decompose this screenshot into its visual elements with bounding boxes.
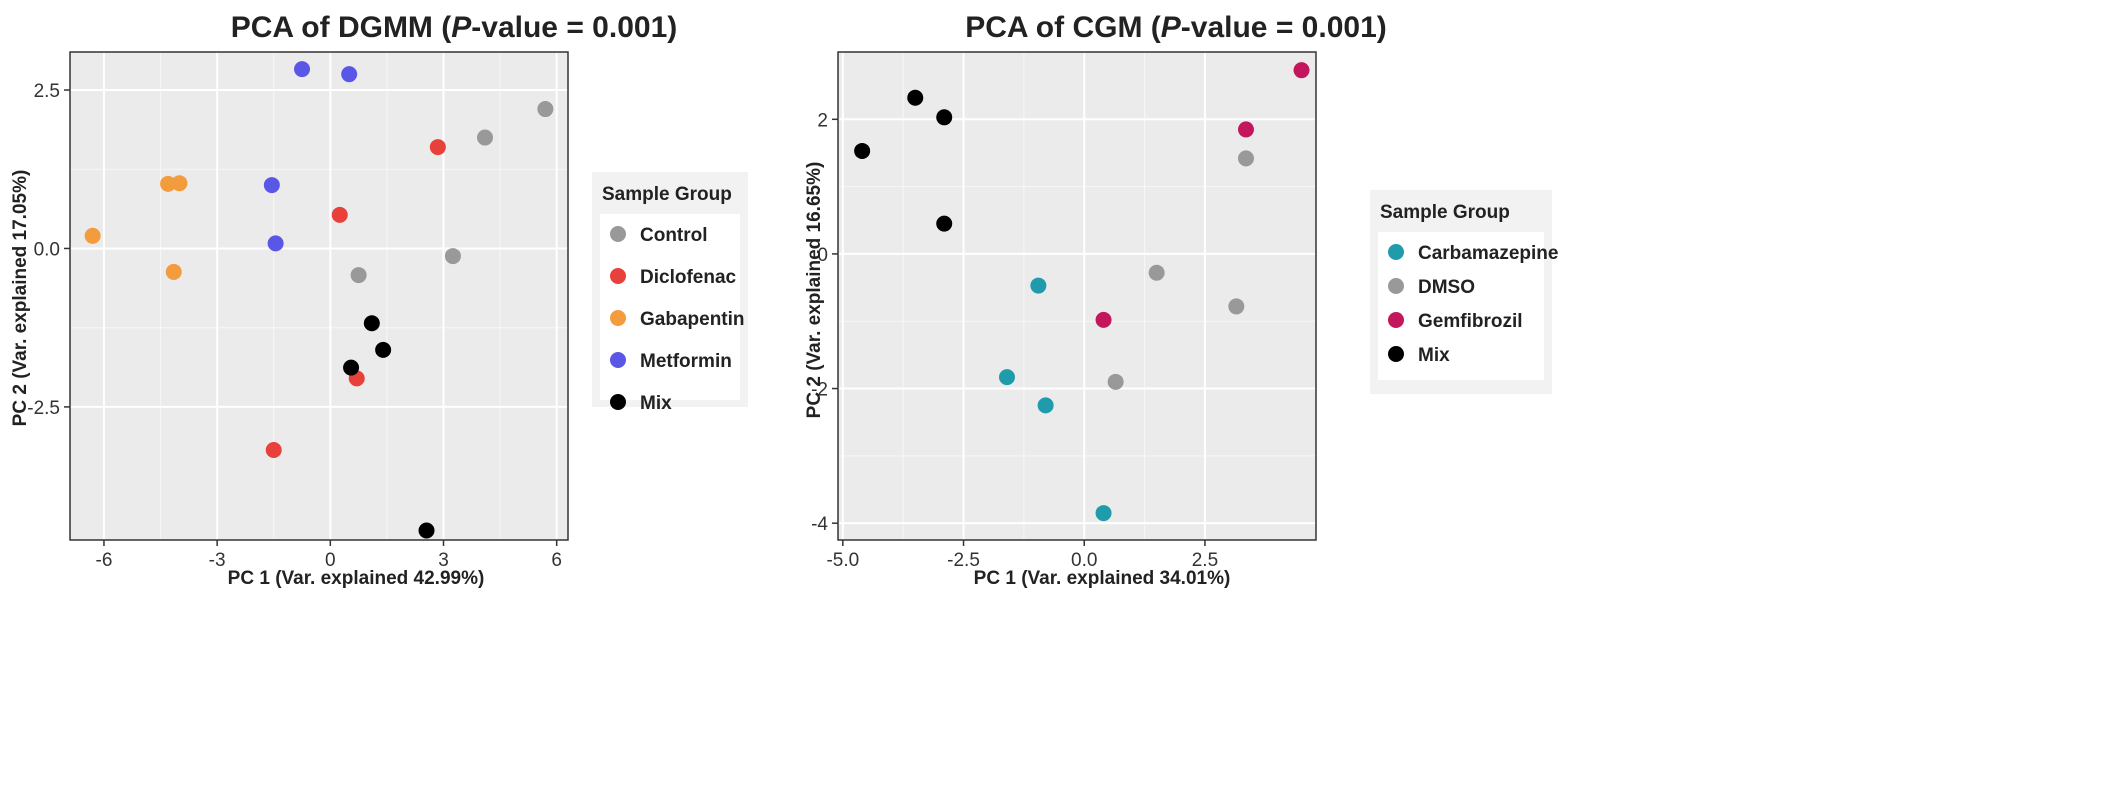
- point-carbamazepine: [998, 369, 1015, 386]
- y-tick-label: 0.0: [34, 239, 60, 260]
- point-mix: [907, 89, 924, 106]
- legend-title: Sample Group: [1380, 202, 1510, 223]
- x-tick-label: -3: [209, 550, 226, 571]
- point-control: [350, 267, 367, 284]
- point-mix: [343, 359, 360, 376]
- point-mix: [936, 215, 953, 232]
- x-tick-label: 3: [438, 550, 449, 571]
- legend-key-mix: [610, 394, 626, 410]
- point-metformin: [263, 177, 280, 194]
- legend-key-carbamazepine: [1388, 244, 1404, 260]
- point-dmso: [1228, 298, 1245, 315]
- legend-label-gabapentin: Gabapentin: [640, 309, 745, 330]
- point-dmso: [1148, 264, 1165, 281]
- legend-keys-box: [600, 214, 740, 400]
- point-dmso: [1237, 150, 1254, 167]
- point-mix: [854, 142, 871, 159]
- legend: Sample Group Control Diclofenac Gabapentin…: [592, 172, 748, 414]
- legend-label-carbamazepine: Carbamazepine: [1418, 243, 1558, 264]
- point-gabapentin: [160, 175, 177, 192]
- legend-key-mix: [1388, 346, 1404, 362]
- y-axis-title: PC 2 (Var. explained 17.05%): [10, 170, 31, 427]
- legend-key-gemfibrozil: [1388, 312, 1404, 328]
- point-metformin: [294, 61, 311, 78]
- point-mix: [363, 315, 380, 332]
- point-gabapentin: [84, 227, 101, 244]
- y-tick-label: 2.5: [34, 81, 60, 102]
- x-axis-title: PC 1 (Var. explained 34.01%): [974, 568, 1231, 589]
- legend-label-diclofenac: Diclofenac: [640, 267, 737, 288]
- point-mix: [418, 522, 435, 539]
- point-gabapentin: [165, 263, 182, 280]
- x-axis-title: PC 1 (Var. explained 42.99%): [228, 568, 485, 589]
- legend-items: Carbamazepine DMSO Gemfibrozil Mix: [1388, 243, 1558, 366]
- legend-label-metformin: Metformin: [640, 351, 732, 372]
- axis-ticks: -6 -3 0 3 6 2.5 0.0 -2.5: [27, 81, 562, 571]
- point-dmso: [1107, 373, 1124, 390]
- point-gemfibrozil: [1293, 62, 1310, 79]
- x-tick-label: -5.0: [826, 550, 859, 571]
- legend-keys-box: [1378, 232, 1544, 380]
- legend-label-mix: Mix: [640, 393, 672, 414]
- x-tick-label: 0: [325, 550, 336, 571]
- y-tick-label: -2.5: [27, 398, 60, 419]
- chart-title: PCA of DGMM (P-value = 0.001): [231, 11, 678, 44]
- legend-label-control: Control: [640, 225, 708, 246]
- point-metformin: [267, 235, 284, 252]
- plot-area: [838, 52, 1316, 540]
- x-tick-label: -2.5: [947, 550, 980, 571]
- gridlines: [838, 52, 1316, 540]
- y-tick-label: -2: [811, 380, 828, 401]
- point-mix: [936, 109, 953, 126]
- point-control: [537, 101, 554, 118]
- point-carbamazepine: [1037, 397, 1054, 414]
- point-gabapentin: [171, 175, 188, 192]
- y-tick-label: 0: [817, 245, 828, 266]
- point-control: [444, 248, 461, 265]
- x-tick-label: 2.5: [1192, 550, 1218, 571]
- legend: Sample Group Carbamazepine DMSO Gemfibrozi…: [1370, 190, 1558, 394]
- point-diclofenac: [265, 442, 282, 459]
- x-tick-label: 0.0: [1071, 550, 1097, 571]
- point-mix: [375, 341, 392, 358]
- legend-key-dmso: [1388, 278, 1404, 294]
- plot-border: [837, 51, 1317, 541]
- plot-area: [70, 52, 568, 540]
- pca-cgm-panel: PCA of CGM (P-value = 0.001) -5.0 -2.5 0.0…: [804, 11, 1558, 589]
- chart-title: PCA of CGM (P-value = 0.001): [965, 11, 1387, 44]
- legend-label-mix: Mix: [1418, 345, 1450, 366]
- x-tick-label: 6: [551, 550, 562, 571]
- y-tick-label: -4: [811, 514, 828, 535]
- x-tick-label: -6: [96, 550, 113, 571]
- pca-dgmm-panel: PCA of DGMM (P-value = 0.001) -6 -3 0 3 6 2.5…: [10, 11, 748, 589]
- gridlines: [70, 52, 568, 540]
- y-axis-title: PC 2 (Var. explained 16.65%): [804, 162, 825, 419]
- legend-label-dmso: DMSO: [1418, 277, 1475, 298]
- point-gemfibrozil: [1237, 121, 1254, 138]
- data-points: [854, 62, 1310, 522]
- legend-key-gabapentin: [610, 310, 626, 326]
- legend-key-control: [610, 226, 626, 242]
- point-metformin: [341, 66, 358, 83]
- axis-ticks: -5.0 -2.5 0.0 2.5 2 0 -2 -4: [811, 110, 1218, 571]
- point-diclofenac: [331, 206, 348, 223]
- legend-key-metformin: [610, 352, 626, 368]
- point-carbamazepine: [1030, 277, 1047, 294]
- point-diclofenac: [429, 139, 446, 156]
- y-tick-label: 2: [817, 110, 828, 131]
- plot-border: [69, 51, 569, 541]
- legend-label-gemfibrozil: Gemfibrozil: [1418, 311, 1523, 332]
- data-points: [84, 61, 554, 539]
- legend-title: Sample Group: [602, 184, 732, 205]
- point-gemfibrozil: [1095, 311, 1112, 328]
- legend-items: Control Diclofenac Gabapentin Metformin Mix: [610, 225, 745, 414]
- point-control: [477, 129, 493, 146]
- point-carbamazepine: [1095, 505, 1112, 522]
- legend-key-diclofenac: [610, 268, 626, 284]
